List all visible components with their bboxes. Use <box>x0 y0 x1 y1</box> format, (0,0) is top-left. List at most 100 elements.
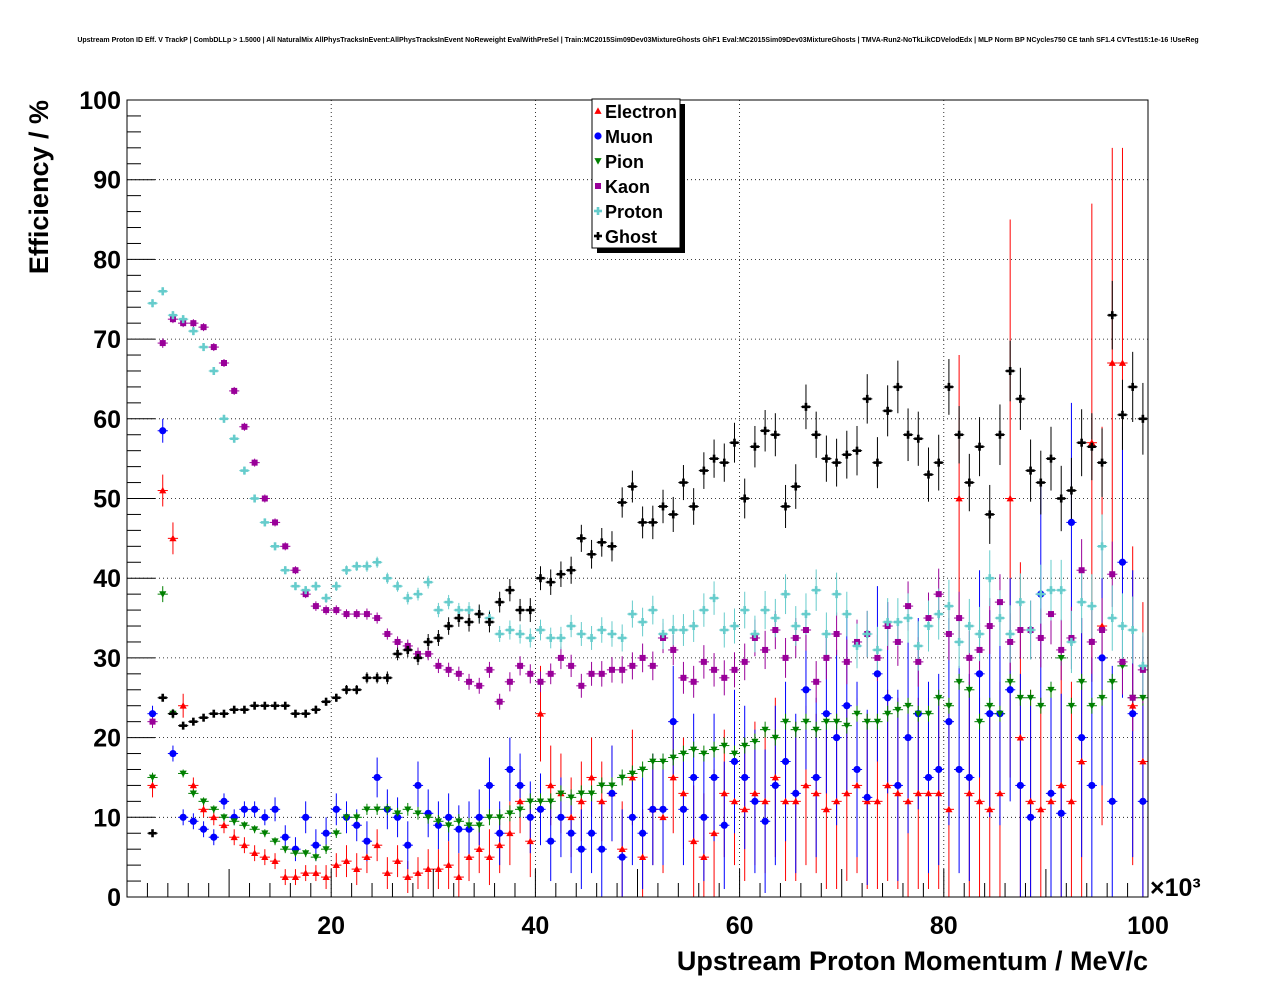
kaon-point <box>741 658 748 665</box>
kaon-point <box>731 666 738 673</box>
x-tick-labels: 20 40 60 80 100 <box>317 912 1169 940</box>
electron-point <box>251 849 259 857</box>
ghost-point <box>199 713 208 722</box>
electron-point <box>751 789 759 797</box>
ghost-point <box>914 434 923 443</box>
electron-point <box>975 797 984 805</box>
y-tick-label: 20 <box>93 725 121 753</box>
electron-point <box>1088 439 1096 446</box>
electron-point <box>679 789 688 797</box>
muon-point <box>159 427 167 435</box>
electron-point <box>761 797 769 805</box>
y-tick-label: 10 <box>93 804 121 832</box>
proton-point <box>444 598 453 607</box>
proton-point <box>893 618 902 627</box>
ghost-point <box>1006 366 1015 375</box>
proton-point <box>812 586 821 595</box>
pion-point <box>210 806 218 813</box>
electron-point <box>1026 797 1035 805</box>
pion-point <box>230 818 238 825</box>
kaon-point <box>394 638 401 645</box>
kaon-point <box>323 607 330 614</box>
muon-point <box>261 813 269 821</box>
muon-point <box>924 773 933 782</box>
pion-point <box>516 806 524 813</box>
ghost-point <box>311 705 320 714</box>
muon-point <box>1078 734 1086 742</box>
kaon-point <box>996 599 1003 606</box>
muon-point <box>281 833 289 841</box>
pion-point <box>873 718 882 726</box>
muon-point <box>853 765 861 774</box>
proton-point <box>1077 598 1086 607</box>
electron-point <box>690 837 698 845</box>
electron-point <box>1139 757 1147 765</box>
pion-point <box>240 822 249 829</box>
kaon-point <box>435 662 442 669</box>
grid-lines <box>127 100 1148 897</box>
legend: Electron Muon Pion Kaon Proton Ghost <box>591 98 685 253</box>
electron-point <box>567 813 575 821</box>
muon-point <box>455 825 463 833</box>
proton-point <box>659 629 668 638</box>
proton-point <box>1118 622 1127 631</box>
muon-point <box>761 817 769 825</box>
proton-point <box>955 637 964 646</box>
kaon-point <box>537 678 544 685</box>
proton-point <box>291 582 300 591</box>
kaon-point <box>200 324 207 331</box>
legend-proton-marker <box>594 207 602 215</box>
electron-point <box>639 853 647 861</box>
electron-point <box>475 845 483 853</box>
electron-point <box>598 797 606 805</box>
ghost-point <box>577 534 586 543</box>
pion-point <box>700 750 708 758</box>
kaon-point <box>986 623 993 630</box>
proton-point <box>567 622 576 631</box>
legend-ghost-marker <box>594 232 602 240</box>
kaon-point <box>527 670 534 677</box>
electron-point <box>965 789 973 797</box>
kaon-point <box>813 678 820 685</box>
electron-point <box>863 797 871 805</box>
muon-point <box>751 797 759 805</box>
electron-point <box>383 869 391 876</box>
kaon-point <box>945 630 952 637</box>
y-tick-label: 60 <box>93 406 121 434</box>
kaon-point <box>598 670 605 677</box>
pion-point <box>159 591 167 598</box>
ghost-point <box>761 426 770 435</box>
muon-point <box>557 813 565 821</box>
electron-point <box>904 797 912 805</box>
pion-point <box>475 822 483 829</box>
pion-point <box>720 742 728 750</box>
kaon-point <box>241 423 248 430</box>
proton-point <box>1057 586 1066 595</box>
muon-point <box>516 781 524 790</box>
ghost-point <box>1077 438 1086 447</box>
muon-point <box>240 805 249 813</box>
proton-point <box>168 311 177 320</box>
pion-point <box>914 710 922 718</box>
muon-point <box>496 829 504 837</box>
electron-point <box>700 853 708 861</box>
x-tick-label: 20 <box>317 912 345 940</box>
electron-point <box>271 857 279 865</box>
ghost-point <box>638 518 647 527</box>
pion-point <box>434 818 443 825</box>
electron-point <box>199 805 208 813</box>
y-tick-label: 100 <box>79 87 121 115</box>
muon-point <box>822 710 830 718</box>
kaon-point <box>210 344 217 351</box>
ghost-point <box>587 550 596 559</box>
pion-point <box>199 798 208 805</box>
proton-point <box>240 466 249 475</box>
muon-point <box>445 813 453 821</box>
electron-point <box>741 805 749 813</box>
ghost-point <box>158 693 167 702</box>
pion-point <box>148 774 157 782</box>
proton-point <box>281 566 290 575</box>
proton-point <box>219 414 228 423</box>
muon-point <box>618 853 626 861</box>
ghost-point <box>403 645 412 654</box>
